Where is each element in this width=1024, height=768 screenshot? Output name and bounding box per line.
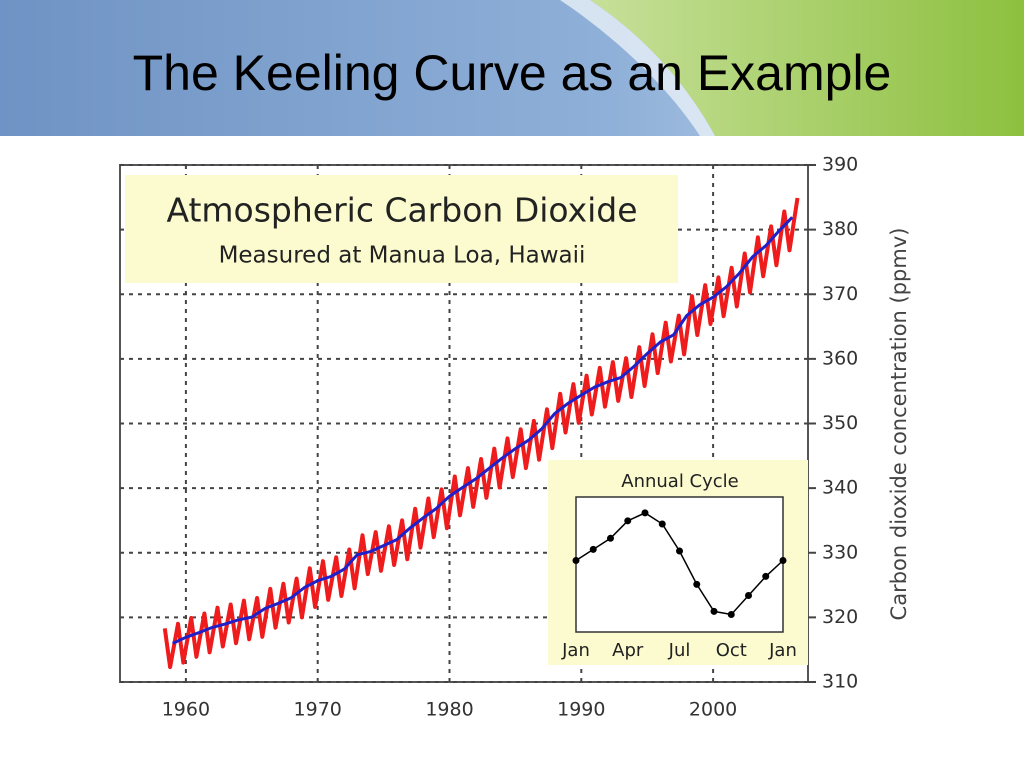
inset-frame [575, 496, 784, 633]
series-line [162, 197, 800, 670]
y-axis-label: Carbon dioxide concentration (ppmv) [887, 228, 911, 621]
series-line [172, 216, 794, 645]
x-tick-label: 1980 [425, 699, 473, 721]
inset-x-label: Oct [716, 640, 747, 661]
y-tick-label: 350 [822, 412, 858, 434]
inset-point [676, 547, 683, 555]
y-tick-label: 390 [822, 154, 858, 176]
inset-point [762, 572, 770, 580]
y-tick-label: 320 [822, 606, 858, 628]
chart-subtitle: Measured at Manua Loa, Hawaii [219, 243, 586, 269]
inset-point [641, 509, 649, 517]
inset-x-label: Jan [768, 640, 797, 661]
y-tick-label: 370 [822, 283, 858, 305]
header-swoosh [590, 0, 1024, 136]
inset-point [658, 520, 666, 528]
inset-point [727, 611, 735, 619]
x-tick-label: 2000 [689, 699, 737, 721]
x-tick-label: 1970 [294, 699, 342, 721]
x-tick-label: 1960 [162, 699, 210, 721]
inset-x-label: Jan [561, 640, 590, 661]
y-tick-label: 340 [822, 477, 858, 499]
inset-point [693, 580, 701, 588]
inset-point [607, 534, 614, 542]
title-box [125, 175, 678, 283]
inset-point [572, 557, 580, 565]
y-tick-label: 330 [822, 541, 858, 563]
y-tick-label: 310 [822, 671, 858, 693]
inset-point [624, 517, 632, 525]
y-tick-label: 380 [822, 218, 858, 240]
inset-point [589, 545, 597, 553]
inset-x-label: Jul [668, 640, 691, 661]
header-swoosh-edge [560, 0, 715, 136]
inset-x-label: Apr [612, 640, 644, 661]
chart-title: Atmospheric Carbon Dioxide [166, 191, 637, 230]
inset-point [779, 557, 787, 565]
x-tick-label: 1990 [557, 699, 605, 721]
inset-point [745, 591, 752, 599]
inset-point [710, 607, 718, 615]
inset-title: Annual Cycle [621, 471, 738, 492]
y-tick-label: 360 [822, 347, 858, 369]
slide-title: The Keeling Curve as an Example [133, 45, 892, 101]
